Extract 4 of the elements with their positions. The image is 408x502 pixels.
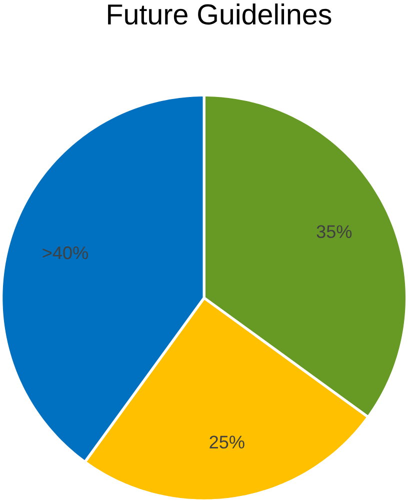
data-label: 35% xyxy=(316,225,352,238)
chart-title: Future Guidelines xyxy=(108,4,332,25)
data-label: >40% xyxy=(42,246,88,260)
data-label: 25% xyxy=(210,436,244,449)
